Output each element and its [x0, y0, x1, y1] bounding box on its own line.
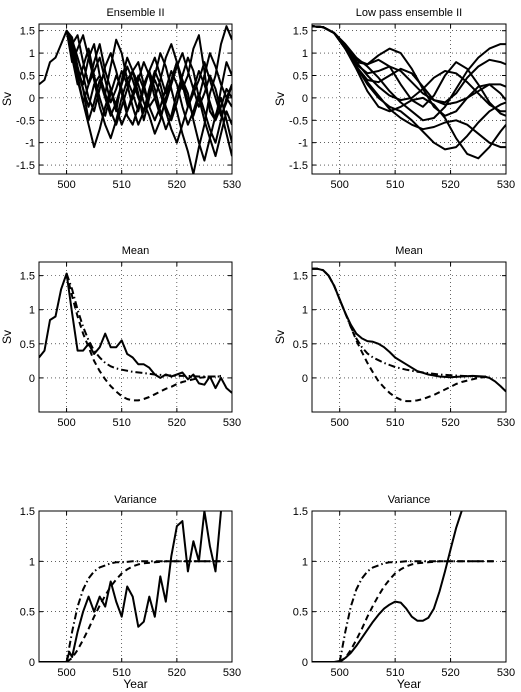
y-tick-label: -1: [298, 138, 308, 150]
chart-title: Ensemble II: [106, 7, 164, 19]
chart-panel-2: 500 510 520 530 0 0.5 1 1.5 Mean Sv: [0, 245, 241, 429]
chart-title: Mean: [122, 245, 150, 257]
x-tick-label: 510: [113, 179, 131, 191]
y-tick-label: 0.5: [20, 607, 35, 619]
x-tick-label: 520: [441, 667, 459, 679]
series-line-7: [65, 30, 232, 140]
y-tick-label: 0: [302, 93, 308, 105]
y-tick-label: -0.5: [289, 115, 308, 127]
y-tick-label: 1: [29, 305, 35, 317]
x-tick-label: 510: [113, 667, 131, 679]
x-tick-label: 500: [57, 667, 75, 679]
series-line-1: [66, 560, 221, 662]
chart-panel-1: 500 510 520 530 -1.5 -1 -0.5 0 0.5 1 1.5 Low pass e…: [273, 7, 515, 191]
y-tick-label: 1.5: [293, 506, 308, 518]
x-tick-label: 530: [223, 667, 241, 679]
series-line-1: [65, 25, 232, 174]
x-axis-label: Year: [397, 677, 421, 691]
series-line-2: [312, 267, 490, 378]
series-line-0: [39, 272, 232, 394]
y-tick-label: 0: [29, 657, 35, 669]
x-tick-label: 500: [331, 179, 349, 191]
series-line-3: [312, 25, 506, 122]
series-line-4: [65, 30, 232, 157]
y-tick-label: 0: [29, 93, 35, 105]
x-tick-label: 530: [497, 417, 515, 429]
x-tick-label: 500: [331, 417, 349, 429]
y-tick-label: 0: [302, 373, 308, 385]
chart-panel-4: 500 510 520 530 0 0.5 1 1.5 Variance Year: [20, 494, 241, 691]
y-tick-label: 0: [29, 373, 35, 385]
x-tick-label: 500: [57, 417, 75, 429]
x-tick-label: 510: [386, 667, 404, 679]
series-line-8: [312, 25, 506, 151]
y-axis-label: Sv: [0, 330, 14, 344]
series-line-2: [65, 273, 221, 378]
chart-panel-0: 500 510 520 530 -1.5 -1 -0.5 0 0.5 1 1.5 Ensemble I…: [0, 7, 241, 191]
y-tick-label: -1: [25, 138, 35, 150]
plot-frame: [311, 510, 507, 663]
x-tick-label: 530: [497, 179, 515, 191]
y-tick-label: 0.5: [20, 70, 35, 82]
chart-title: Mean: [395, 245, 423, 257]
x-tick-label: 510: [386, 179, 404, 191]
x-tick-label: 500: [331, 667, 349, 679]
series-line-0: [312, 267, 506, 393]
x-tick-label: 520: [168, 417, 186, 429]
y-tick-label: 1.5: [20, 271, 35, 283]
series-line-1: [65, 273, 222, 402]
chart-panel-5: 500 510 520 530 0 0.5 1 1.5 Variance Year: [293, 494, 515, 691]
series-line-2: [338, 560, 495, 662]
x-tick-label: 510: [113, 417, 131, 429]
series-line-7: [312, 25, 506, 113]
y-tick-label: 1.5: [293, 271, 308, 283]
series-line-6: [65, 30, 232, 144]
plot-frame: [311, 261, 507, 413]
plot-frame: [38, 261, 233, 413]
y-tick-label: 1: [302, 305, 308, 317]
y-tick-label: 1: [29, 48, 35, 60]
y-tick-label: 1.5: [20, 26, 35, 38]
x-axis-label: Year: [123, 677, 147, 691]
plot-frame: [38, 23, 233, 175]
y-axis-label: Sv: [273, 92, 287, 106]
y-axis-label: Sv: [0, 92, 14, 106]
x-tick-label: 520: [441, 179, 459, 191]
series-line-1: [312, 267, 490, 403]
plot-frame: [311, 23, 507, 175]
series-line-0: [39, 511, 232, 662]
x-tick-label: 530: [223, 417, 241, 429]
y-tick-label: 1: [302, 48, 308, 60]
y-tick-label: -1.5: [16, 160, 35, 172]
series-line-2: [65, 560, 221, 662]
y-tick-label: 0.5: [293, 607, 308, 619]
y-tick-label: 0.5: [293, 339, 308, 351]
x-tick-label: 520: [168, 667, 186, 679]
y-tick-label: -1.5: [289, 160, 308, 172]
y-tick-label: 0: [302, 657, 308, 669]
series-line-1: [339, 560, 495, 662]
y-tick-label: 1: [302, 556, 308, 568]
y-tick-label: 1: [29, 556, 35, 568]
series-line-0: [312, 511, 463, 662]
chart-panel-3: 500 510 520 530 0 0.5 1 1.5 Mean Sv: [273, 245, 515, 429]
y-tick-label: 0.5: [20, 339, 35, 351]
y-tick-label: -0.5: [16, 115, 35, 127]
x-tick-label: 520: [441, 417, 459, 429]
y-tick-label: 0.5: [293, 70, 308, 82]
chart-title: Variance: [388, 494, 431, 506]
y-axis-label: Sv: [273, 330, 287, 344]
y-tick-label: 1.5: [293, 26, 308, 38]
x-tick-label: 520: [168, 179, 186, 191]
x-tick-label: 510: [386, 417, 404, 429]
x-tick-label: 500: [57, 179, 75, 191]
x-tick-label: 530: [497, 667, 515, 679]
chart-title: Variance: [114, 494, 157, 506]
y-tick-label: 1.5: [20, 506, 35, 518]
series-line-8: [65, 30, 232, 149]
x-tick-label: 530: [223, 179, 241, 191]
chart-title: Low pass ensemble II: [356, 7, 462, 19]
plot-frame: [38, 510, 233, 663]
